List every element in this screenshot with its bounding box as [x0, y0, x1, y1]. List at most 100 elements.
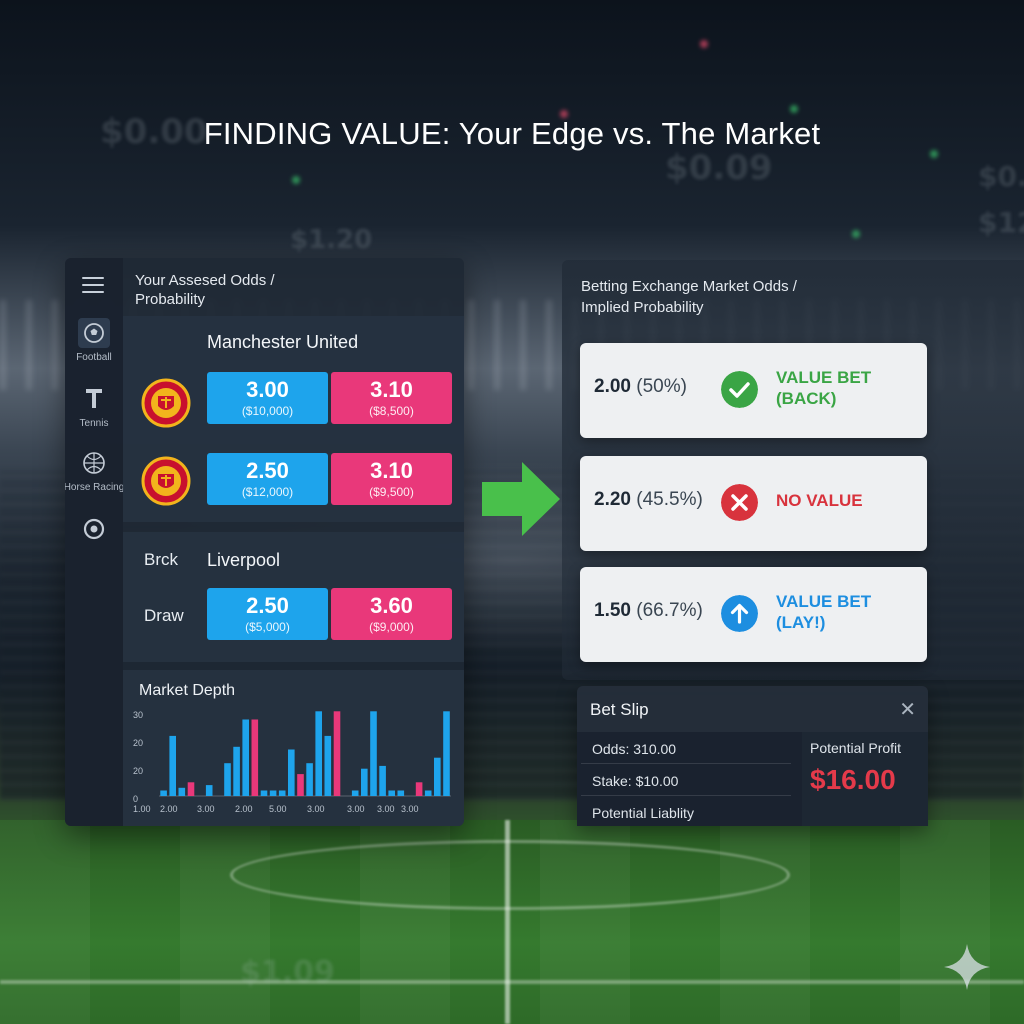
- lay-depth-bar: [251, 719, 259, 796]
- implied-probability: (66.7%): [636, 600, 703, 621]
- draw-label: Draw: [144, 606, 184, 625]
- odds-volume: ($10,000): [241, 404, 294, 418]
- lay-odds-button[interactable]: 3.60 ($9,000): [331, 588, 452, 640]
- odds-price: 3.00: [246, 377, 289, 402]
- back-depth-bar: [434, 757, 441, 796]
- back-depth-bar: [205, 785, 213, 796]
- odds-price: 3.10: [370, 377, 413, 402]
- ghost-number: $1.09: [240, 955, 335, 990]
- ghost-number: $12: [978, 206, 1024, 239]
- market-odds-card[interactable]: 1.50 (66.7%) VALUE BET (LAY!): [580, 567, 927, 662]
- back-depth-bar: [324, 735, 332, 796]
- sidebar-item-settings[interactable]: [65, 514, 123, 544]
- pitch-center-circle: [230, 840, 790, 910]
- market-odds: 1.50: [594, 600, 631, 621]
- menu-icon[interactable]: [82, 277, 104, 293]
- panel-heading-line: Betting Exchange Market Odds /: [581, 278, 797, 295]
- market-price: 2.00 (50%): [594, 376, 687, 398]
- market-depth-title: Market Depth: [139, 682, 236, 699]
- profit-box: Potential Profit $16.00: [802, 732, 928, 826]
- settings-icon: [78, 514, 110, 544]
- arrow-right-icon: [482, 462, 560, 536]
- back-depth-bar: [361, 768, 368, 796]
- back-depth-bar: [306, 763, 313, 796]
- sidebar-item-label: Tennis: [79, 418, 109, 429]
- pitch-center-line: [505, 820, 510, 1024]
- bet-slip-title: Bet Slip: [590, 700, 649, 719]
- sparkle-icon: [944, 944, 990, 990]
- sidebar-item-tennis[interactable]: Tennis: [65, 384, 123, 429]
- implied-probability: (50%): [636, 376, 687, 397]
- market-odds: 2.20: [594, 489, 631, 510]
- back-depth-bar: [233, 746, 240, 796]
- odds-price: 3.60: [370, 593, 413, 618]
- potential-profit-label: Potential Profit: [810, 740, 902, 756]
- bokeh-dot: [560, 110, 568, 118]
- check-icon: [721, 371, 758, 408]
- status-label: NO VALUE: [776, 491, 863, 510]
- back-depth-bar: [370, 711, 377, 796]
- sidebar-item-football[interactable]: Football: [65, 318, 123, 363]
- football-icon: [78, 318, 110, 348]
- market-odds: 2.00: [594, 376, 631, 397]
- bet-slip-body: Odds: 310.00 Stake: $10.00 Potential Lia…: [577, 732, 928, 826]
- status-line: VALUE BET: [776, 368, 872, 387]
- sidebar-item-horse-racing[interactable]: Horse Racing: [65, 448, 124, 493]
- x-tick-label: 3.00: [401, 804, 419, 814]
- team-name: Liverpool: [207, 550, 281, 570]
- x-tick-label: 2.00: [235, 804, 253, 814]
- back-depth-bar: [178, 787, 186, 796]
- back-depth-bar: [443, 711, 450, 796]
- club-crest-icon: [141, 378, 191, 428]
- bet-slip-stake[interactable]: Stake: $10.00: [592, 773, 679, 789]
- y-tick-label: 20: [133, 738, 143, 748]
- status-line: VALUE BET: [776, 592, 872, 611]
- back-odds-button[interactable]: 2.50 ($5,000): [207, 588, 328, 640]
- bokeh-dot: [790, 105, 798, 113]
- market-odds-card[interactable]: 2.00 (50%) VALUE BET (BACK): [580, 343, 927, 438]
- odds-volume: ($12,000): [241, 485, 294, 499]
- status-line: (LAY!): [776, 613, 826, 632]
- sidebar-item-label: Horse Racing: [65, 482, 125, 493]
- back-depth-bar: [288, 749, 295, 796]
- status-label: VALUE BET (LAY!): [776, 591, 871, 633]
- lay-depth-bar: [333, 711, 341, 796]
- panel-heading-line: Implied Probability: [581, 299, 704, 316]
- x-tick-label: 5.00: [269, 804, 287, 814]
- implied-probability: (45.5%): [636, 489, 703, 510]
- back-depth-bar: [424, 790, 432, 796]
- lay-depth-bar: [415, 782, 423, 796]
- odds-volume: ($5,000): [245, 620, 290, 634]
- divider: [581, 795, 791, 796]
- back-odds-button[interactable]: 2.50 ($12,000): [207, 453, 328, 505]
- bet-slip: Bet Slip ✕ Odds: 310.00 Stake: $10.00 Po…: [577, 686, 928, 826]
- lay-odds-button[interactable]: 3.10 ($8,500): [331, 372, 452, 424]
- x-tick-label: 3.00: [307, 804, 325, 814]
- back-depth-bar: [278, 790, 286, 796]
- match-card-manchester-united: Manchester United 3.00 ($10,000) 3.10 ($…: [123, 316, 464, 522]
- row-label: Brck: [144, 550, 178, 569]
- panel-heading-line: Your Assesed Odds /: [135, 272, 275, 289]
- panel-heading: Betting Exchange Market Odds / Implied P…: [581, 276, 797, 318]
- back-depth-bar: [224, 763, 231, 796]
- market-price: 1.50 (66.7%): [594, 600, 703, 622]
- x-tick-label: 1.00: [133, 804, 151, 814]
- market-odds-card[interactable]: 2.20 (45.5%) NO VALUE: [580, 456, 927, 551]
- club-crest-icon: [141, 456, 191, 506]
- lay-odds-button[interactable]: 3.10 ($9,500): [331, 453, 452, 505]
- back-depth-bar: [388, 790, 395, 796]
- lay-depth-bar: [297, 774, 304, 796]
- back-odds-button[interactable]: 3.00 ($10,000): [207, 372, 328, 424]
- horse-racing-icon: [78, 448, 110, 478]
- market-odds-panel: Betting Exchange Market Odds / Implied P…: [562, 260, 1024, 680]
- panel-heading-line: Probability: [135, 291, 206, 308]
- lay-depth-bar: [187, 782, 195, 796]
- assessed-odds-panel: Football Tennis Horse Racing: [65, 258, 464, 826]
- close-icon[interactable]: ✕: [899, 699, 916, 721]
- page-title: FINDING VALUE: Your Edge vs. The Market: [203, 116, 821, 151]
- market-price: 2.20 (45.5%): [594, 489, 703, 511]
- bet-slip-liability: Potential Liablity: [592, 805, 694, 821]
- status-label: VALUE BET (BACK): [776, 367, 871, 409]
- odds-volume: ($8,500): [369, 404, 414, 418]
- odds-price: 2.50: [246, 458, 289, 483]
